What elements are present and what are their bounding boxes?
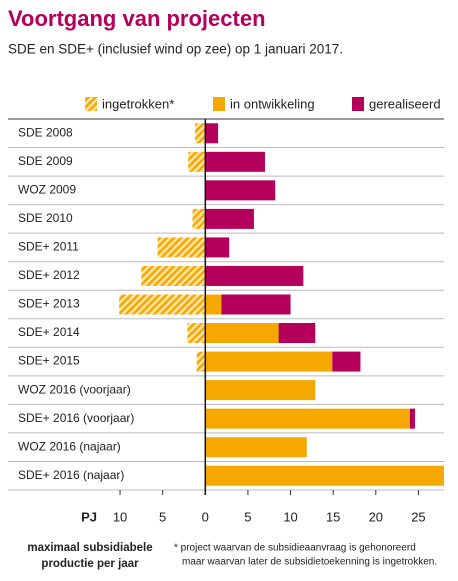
chart-subtitle: SDE en SDE+ (inclusief wind op zee) op 1… — [8, 42, 343, 57]
legend-label: gerealiseerd — [369, 96, 441, 111]
bar — [205, 351, 333, 372]
y-tick-label: SDE 2009 — [18, 154, 73, 168]
footnote: * project waarvan de subsidieaanvraag is… — [174, 543, 416, 554]
x-tick-label: 10 — [283, 509, 297, 524]
axis-caption: productie per jaar — [41, 558, 139, 570]
bar — [205, 380, 316, 401]
bar — [205, 151, 265, 172]
bar — [187, 323, 206, 344]
bar — [205, 294, 222, 315]
chart-title: Voortgang van projecten — [8, 6, 266, 31]
x-tick-label: 25 — [411, 509, 425, 524]
bar — [221, 294, 291, 315]
legend-swatch — [213, 97, 225, 111]
bar — [196, 351, 206, 372]
bar — [205, 265, 304, 286]
axis-caption: maximaal subsidiabele — [27, 542, 152, 554]
bar — [205, 465, 444, 486]
y-tick-label: SDE 2008 — [18, 125, 73, 139]
bar — [205, 180, 276, 201]
bar — [332, 351, 361, 372]
y-tick-label: WOZ 2009 — [18, 183, 76, 197]
legend-swatch — [85, 97, 97, 111]
y-tick-label: WOZ 2016 (najaar) — [18, 439, 121, 453]
y-tick-label: SDE+ 2016 (najaar) — [18, 468, 124, 482]
legend-swatch — [352, 97, 364, 111]
bar — [205, 237, 230, 258]
bar — [195, 123, 206, 144]
bar — [205, 323, 279, 344]
x-tick-label: 20 — [369, 509, 383, 524]
bar — [157, 237, 206, 258]
y-tick-label: SDE+ 2012 — [18, 268, 80, 282]
bar — [119, 294, 206, 315]
axis-unit: PJ — [81, 509, 97, 524]
bar — [141, 265, 206, 286]
bar — [188, 151, 206, 172]
y-tick-label: SDE+ 2015 — [18, 354, 80, 368]
y-tick-label: SDE+ 2013 — [18, 297, 80, 311]
x-tick-label: 10 — [113, 509, 127, 524]
bar — [205, 208, 254, 229]
x-tick-label: 0 — [202, 509, 209, 524]
legend-label: ingetrokken* — [102, 96, 174, 111]
bar — [278, 323, 316, 344]
x-tick-label: 15 — [326, 509, 340, 524]
bar — [205, 123, 219, 144]
y-tick-label: SDE 2010 — [18, 211, 73, 225]
bar — [409, 408, 416, 429]
bar — [205, 408, 410, 429]
y-tick-label: WOZ 2016 (voorjaar) — [18, 382, 131, 396]
y-tick-label: SDE+ 2014 — [18, 325, 80, 339]
y-tick-label: SDE+ 2011 — [18, 240, 79, 254]
x-tick-label: 5 — [244, 509, 251, 524]
footnote: maar waarvan later de subsidietoekenning… — [182, 557, 437, 568]
x-tick-label: 5 — [159, 509, 166, 524]
y-tick-label: SDE+ 2016 (voorjaar) — [18, 411, 134, 425]
bar — [205, 437, 307, 458]
bar — [192, 208, 206, 229]
legend-label: in ontwikkeling — [230, 96, 315, 111]
